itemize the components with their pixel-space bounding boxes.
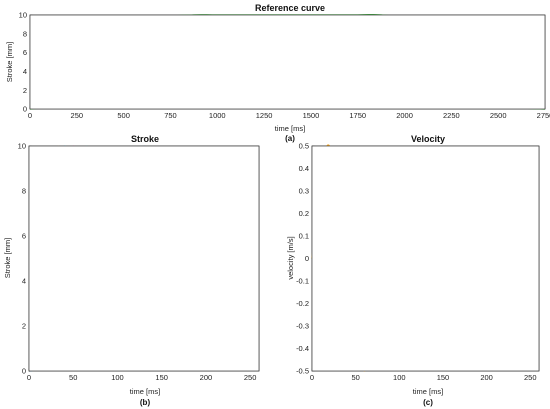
reference-curve-y-tick-label: 10: [19, 11, 27, 20]
reference-curve-xlabel: time [ms]: [275, 124, 305, 133]
stroke-x-tick-label: 150: [155, 373, 168, 382]
reference-curve-y-tick-label: 6: [23, 48, 27, 57]
stroke-title: Stroke: [131, 134, 159, 144]
velocity-y-tick-label: 0.3: [299, 187, 309, 196]
velocity-y-tick-label: 0.4: [299, 164, 309, 173]
reference-curve-ylabel: Stroke [mm]: [5, 42, 14, 82]
velocity-y-tick-label: -0.3: [296, 322, 309, 331]
velocity-x-tick-label: 200: [480, 373, 493, 382]
reference-curve-y-tick-label: 4: [23, 67, 27, 76]
reference-curve-y-tick-label: 8: [23, 29, 27, 38]
reference-curve-panel: Reference curve Stroke [mm] time [ms] (a…: [5, 3, 550, 143]
stroke-plot-border: [28, 145, 260, 372]
velocity-y-tick-label: -0.5: [296, 367, 309, 376]
stroke-xlabel: time [ms]: [130, 387, 160, 396]
velocity-ylabel: velocity [m/s]: [286, 236, 295, 279]
reference-curve-x-tick-label: 2250: [443, 111, 460, 120]
velocity-y-tick-label: 0.5: [299, 142, 309, 151]
velocity-y-tick-label: 0.1: [299, 232, 309, 241]
reference-curve-x-tick-label: 2000: [396, 111, 413, 120]
reference-curve-x-tick-label: 1000: [209, 111, 226, 120]
velocity-title: Velocity: [411, 134, 445, 144]
reference-curve-x-tick-label: 1250: [256, 111, 273, 120]
stroke-caption: (b): [140, 398, 151, 407]
reference-curve-x-tick-label: 1500: [303, 111, 320, 120]
reference-curve-y-tick-label: 0: [23, 105, 27, 114]
velocity-y-tick-label: -0.4: [296, 344, 309, 353]
stroke-x-tick-label: 0: [27, 373, 31, 382]
stroke-x-tick-label: 250: [244, 373, 257, 382]
stroke-x-tick-label: 200: [200, 373, 213, 382]
stroke-y-tick-label: 10: [18, 142, 26, 151]
reference-curve-x-tick-label: 500: [117, 111, 130, 120]
velocity-y-tick-label: -0.2: [296, 299, 309, 308]
velocity-xlabel: time [ms]: [413, 387, 443, 396]
velocity-plot-border: [311, 145, 540, 372]
velocity-panel: Velocity velocity [m/s] time [ms] (c) 0 5…: [286, 134, 540, 407]
velocity-y-tick-label: 0: [305, 254, 309, 263]
reference-curve-x-tick-label: 750: [164, 111, 177, 120]
reference-curve-x-tick-label: 0: [28, 111, 32, 120]
stroke-y-tick-label: 8: [22, 187, 26, 196]
stroke-y-tick-label: 6: [22, 232, 26, 241]
stroke-y-tick-label: 0: [22, 367, 26, 376]
velocity-caption: (c): [423, 398, 433, 407]
stroke-panel: Stroke Stroke [mm] time [ms] (b) 0 50 100 1…: [3, 134, 260, 407]
reference-curve-plot-border: [29, 14, 546, 110]
velocity-x-tick-label: 150: [437, 373, 450, 382]
velocity-x-tick-label: 50: [351, 373, 359, 382]
reference-curve-caption: (a): [285, 134, 295, 143]
reference-curve-title: Reference curve: [255, 3, 325, 13]
velocity-x-tick-label: 250: [524, 373, 537, 382]
stroke-y-tick-label: 4: [22, 277, 26, 286]
stroke-ylabel: Stroke [mm]: [3, 238, 12, 278]
reference-curve-x-tick-label: 2500: [490, 111, 507, 120]
stroke-x-tick-label: 50: [69, 373, 77, 382]
reference-curve-y-tick-label: 2: [23, 86, 27, 95]
stroke-y-tick-label: 2: [22, 322, 26, 331]
velocity-y-tick-label: 0.2: [299, 209, 309, 218]
reference-curve-x-tick-label: 1750: [349, 111, 366, 120]
reference-curve-x-tick-label: 250: [71, 111, 84, 120]
velocity-x-tick-label: 100: [393, 373, 406, 382]
velocity-x-tick-label: 0: [310, 373, 314, 382]
stroke-x-tick-label: 100: [111, 373, 124, 382]
velocity-y-tick-label: -0.1: [296, 277, 309, 286]
